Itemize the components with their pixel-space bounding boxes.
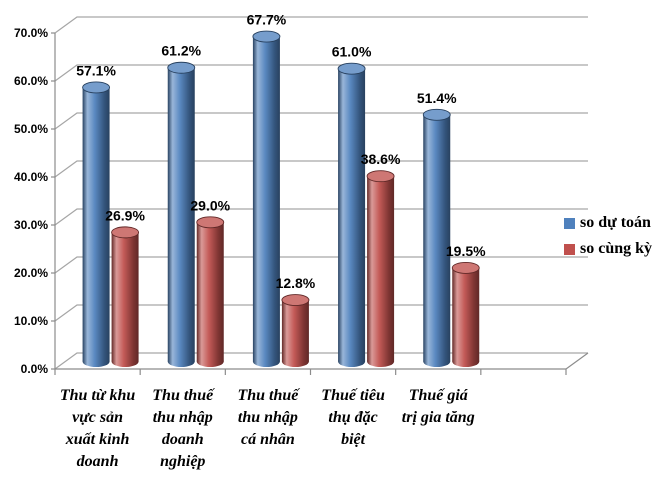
gridline-10.0%	[54, 304, 588, 322]
cylinder-body	[252, 36, 280, 362]
y-axis-label: 0.0%	[21, 362, 49, 376]
cylinder-top	[366, 170, 395, 183]
cylinder-so cùng kỳ-3	[366, 170, 395, 367]
floor-right-edge	[565, 352, 589, 370]
gridline-60.0%	[54, 64, 588, 82]
cylinder-top	[111, 226, 140, 239]
category-label-0: Thu từ khu vực sản xuất kinh doanh	[60, 387, 136, 470]
legend-item-so-cung-ky: so cùng kỳ	[564, 241, 652, 257]
y-axis-label: 50.0%	[14, 122, 48, 136]
value-label: 61.2%	[161, 43, 201, 59]
cylinder-top	[281, 294, 310, 307]
cylinder-body	[82, 87, 110, 362]
cylinder-so dự toán-1	[167, 61, 196, 367]
gridline-50.0%	[54, 112, 588, 130]
legend-item-so-du-toan: so dự toán	[564, 215, 652, 231]
gridline-70.0%	[54, 16, 588, 34]
cylinder-so cùng kỳ-1	[196, 216, 225, 367]
y-axis-label: 40.0%	[14, 170, 48, 184]
cylinder-so dự toán-0	[82, 81, 111, 367]
y-axis-label: 20.0%	[14, 266, 48, 280]
cylinder-top	[167, 61, 196, 74]
cylinder-so dự toán-3	[337, 62, 366, 367]
cylinder-so cùng kỳ-4	[451, 261, 480, 367]
gridline-0.0%	[54, 352, 588, 370]
gridline-30.0%	[54, 208, 588, 226]
legend-swatch-red-icon	[564, 243, 575, 255]
cylinder-top	[252, 30, 281, 43]
cylinder-body	[167, 67, 195, 362]
value-label: 38.6%	[361, 151, 401, 167]
cylinder-body	[423, 114, 451, 362]
category-label-3: Thuế tiêu thụ đặc biệt	[321, 387, 385, 448]
y-axis-label: 10.0%	[14, 314, 48, 328]
value-label: 67.7%	[247, 12, 287, 28]
y-axis-label: 30.0%	[14, 218, 48, 232]
cylinder-body	[338, 68, 366, 362]
value-label: 12.8%	[276, 275, 316, 291]
cylinder-top	[422, 108, 451, 121]
cylinder-so dự toán-4	[422, 108, 451, 367]
legend: so dự toán so cùng kỳ	[564, 215, 652, 257]
value-label: 26.9%	[105, 207, 145, 223]
cylinder-top	[196, 216, 225, 229]
legend-label-so-cung-ky: so cùng kỳ	[580, 240, 653, 257]
gridline-20.0%	[54, 256, 588, 274]
value-label: 29.0%	[190, 197, 230, 213]
cylinder-so cùng kỳ-2	[281, 294, 310, 367]
cylinder-body	[196, 222, 224, 362]
cylinder-top	[451, 261, 480, 274]
cylinder-body	[367, 176, 395, 362]
cylinder-so cùng kỳ-0	[111, 226, 140, 367]
y-axis-label: 60.0%	[14, 74, 48, 88]
value-label: 57.1%	[76, 62, 116, 78]
category-label-1: Thu thuế thu nhập doanh nghiệp	[152, 387, 215, 470]
legend-label-so-du-toan: so dự toán	[580, 214, 651, 231]
cylinder-top	[82, 81, 111, 94]
y-axis-label: 70.0%	[14, 26, 48, 40]
category-label-2: Thu thuế thu nhập cá nhân	[237, 387, 300, 448]
value-label: 19.5%	[446, 243, 486, 259]
cylinder-body	[281, 300, 309, 362]
value-label: 61.0%	[332, 44, 372, 60]
cylinder-so dự toán-2	[252, 30, 281, 367]
cylinder-body	[111, 232, 139, 362]
gridline-40.0%	[54, 160, 588, 178]
cylinder-top	[337, 62, 366, 75]
category-label-4: Thuế giá trị gia tăng	[402, 387, 475, 426]
cylinder-body	[452, 267, 480, 362]
value-label: 51.4%	[417, 90, 457, 106]
legend-swatch-blue-icon	[564, 217, 575, 229]
